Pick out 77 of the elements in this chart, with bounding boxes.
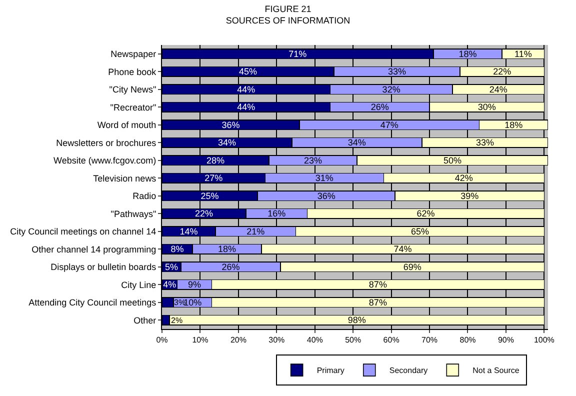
data-label: 32% bbox=[382, 84, 400, 94]
data-label: 2% bbox=[171, 316, 183, 325]
data-label: 39% bbox=[460, 190, 479, 201]
data-label: 16% bbox=[268, 208, 286, 219]
data-label: 26% bbox=[370, 102, 389, 112]
data-label: 18% bbox=[458, 48, 477, 59]
legend-label: Secondary bbox=[389, 366, 428, 376]
data-label: 21% bbox=[246, 226, 265, 236]
x-tick-label: 20% bbox=[230, 336, 246, 345]
y-tick-label: "City News" bbox=[109, 84, 156, 95]
data-label: 33% bbox=[388, 66, 406, 77]
data-label: 98% bbox=[348, 315, 366, 326]
x-tick-label: 60% bbox=[383, 336, 400, 345]
data-label: 27% bbox=[204, 173, 223, 184]
data-label: 42% bbox=[454, 173, 473, 184]
data-label: 33% bbox=[476, 138, 494, 148]
data-label: 87% bbox=[368, 280, 387, 290]
data-label: 65% bbox=[410, 226, 429, 236]
data-label: 74% bbox=[394, 244, 412, 254]
x-tick-label: 10% bbox=[192, 336, 208, 345]
data-label: 22% bbox=[195, 208, 214, 219]
data-label: 34% bbox=[348, 138, 366, 148]
x-tick-label: 90% bbox=[498, 336, 514, 345]
y-tick-label: Website (www.fcgov.com) bbox=[53, 156, 156, 166]
data-label: 36% bbox=[317, 190, 336, 201]
y-tick-label: City Line bbox=[121, 280, 156, 290]
data-label: 47% bbox=[380, 120, 398, 130]
y-tick-label: Other bbox=[134, 315, 156, 326]
x-tick-label: 0% bbox=[156, 336, 168, 345]
y-tick-label: Television news bbox=[93, 173, 157, 184]
y-tick-label: "Recreator" bbox=[110, 102, 156, 112]
y-tick-label: Attending City Council meetings bbox=[28, 298, 157, 308]
data-label: 24% bbox=[489, 84, 508, 94]
y-tick-label: Radio bbox=[132, 191, 156, 202]
y-tick-label: Phone book bbox=[108, 66, 157, 77]
data-label: 30% bbox=[478, 102, 496, 112]
data-label: 44% bbox=[237, 84, 256, 94]
x-tick-label: 100% bbox=[534, 336, 554, 345]
y-tick-label: Newsletters or brochures bbox=[56, 138, 157, 148]
data-label: 18% bbox=[218, 244, 236, 254]
data-label: 4% bbox=[163, 280, 176, 290]
y-tick-label: "Pathways" bbox=[110, 208, 156, 219]
x-tick-label: 80% bbox=[460, 336, 476, 345]
x-tick-label: 70% bbox=[422, 336, 438, 345]
data-label: 44% bbox=[237, 102, 256, 112]
y-tick-label: City Council meetings on channel 14 bbox=[10, 226, 156, 237]
data-label: 31% bbox=[315, 173, 334, 184]
data-label: 9% bbox=[188, 280, 201, 290]
x-tick-label: 50% bbox=[345, 336, 362, 345]
y-tick-label: Word of mouth bbox=[97, 120, 156, 130]
x-tick-label: 40% bbox=[306, 336, 323, 345]
data-label: 69% bbox=[403, 262, 422, 272]
data-label: 34% bbox=[218, 138, 236, 148]
y-tick-label: Other channel 14 programming bbox=[32, 244, 156, 254]
data-label: 36% bbox=[222, 120, 240, 130]
data-label: 28% bbox=[206, 155, 225, 166]
y-tick-label: Newspaper bbox=[110, 49, 156, 60]
data-label: 14% bbox=[180, 226, 198, 236]
data-label: 11% bbox=[514, 48, 532, 59]
data-label: 5% bbox=[165, 262, 178, 272]
chart-title: FIGURE 21 bbox=[264, 4, 312, 14]
legend-label: Primary bbox=[316, 366, 344, 376]
data-label: 45% bbox=[238, 66, 257, 77]
data-label: 62% bbox=[416, 208, 435, 219]
legend-label: Not a Source bbox=[472, 366, 520, 376]
data-label: 25% bbox=[200, 190, 219, 201]
data-label: 23% bbox=[304, 155, 322, 166]
data-label: 50% bbox=[443, 155, 462, 166]
y-tick-label: Displays or bulletin boards bbox=[50, 262, 157, 272]
chart-subtitle: SOURCES OF INFORMATION bbox=[226, 16, 350, 26]
x-tick-label: 30% bbox=[268, 336, 285, 345]
data-label: 71% bbox=[288, 48, 307, 59]
data-label: 26% bbox=[222, 262, 240, 272]
data-label: 22% bbox=[493, 66, 512, 77]
data-label: 8% bbox=[170, 244, 184, 254]
data-label: 87% bbox=[368, 297, 387, 308]
data-label: 18% bbox=[504, 120, 523, 130]
